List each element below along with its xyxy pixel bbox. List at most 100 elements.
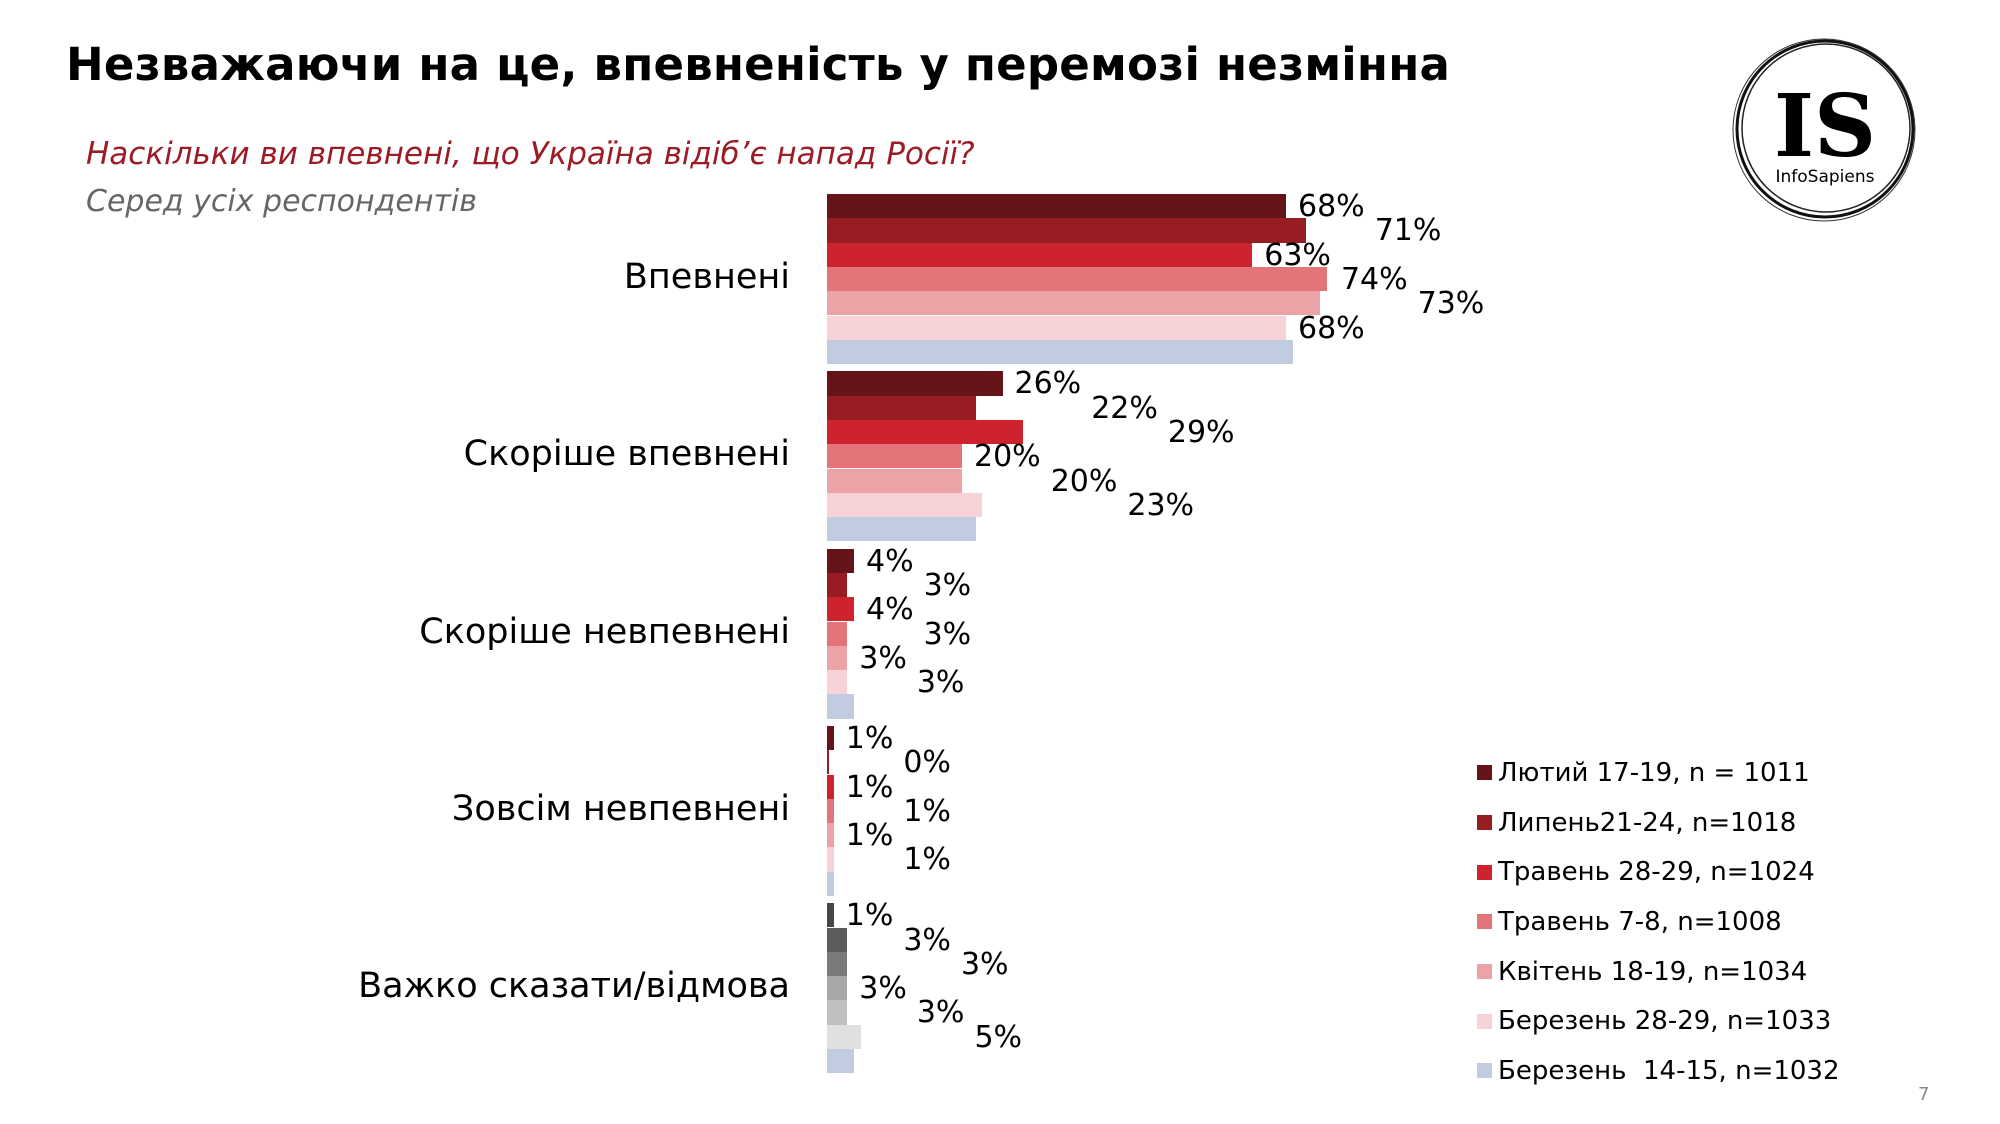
bar <box>827 517 976 542</box>
bar <box>827 548 854 573</box>
bar <box>827 242 1253 267</box>
legend-swatch <box>1477 815 1492 831</box>
bar <box>827 951 848 977</box>
data-label: 23% <box>1127 487 1195 523</box>
data-label: 3% <box>903 922 951 958</box>
respondent-base: Серед усіх респондентів <box>86 184 477 219</box>
data-label: 3% <box>923 616 972 652</box>
legend-swatch <box>1477 1063 1492 1079</box>
legend-label: Лютий 17-19, n = 1011 <box>1498 757 1810 788</box>
category-label: Впевнені <box>623 257 790 298</box>
data-label: 68% <box>1298 310 1365 346</box>
legend-item: Березень 14-15, n=1032 <box>1477 1046 1840 1096</box>
bar <box>827 218 1307 243</box>
legend-swatch <box>1477 1013 1492 1029</box>
bar <box>827 670 848 695</box>
survey-question: Наскільки ви впевнені, що Україна відіб’… <box>86 136 975 172</box>
legend-label: Травень 7-8, n=1008 <box>1498 906 1782 937</box>
bar <box>827 492 983 518</box>
data-label: 1% <box>845 720 894 756</box>
data-label: 3% <box>916 995 965 1031</box>
bar <box>827 395 976 420</box>
logo-mark: IS <box>1774 76 1876 177</box>
legend-item: Квітень 18-19, n=1034 <box>1477 947 1840 997</box>
bar <box>827 468 962 493</box>
bar <box>827 572 848 598</box>
data-label: 5% <box>974 1019 1023 1055</box>
bar <box>827 823 834 848</box>
bar <box>827 444 962 469</box>
legend-label: Липень21-24, n=1018 <box>1498 807 1797 838</box>
legend-label: Квітень 18-19, n=1034 <box>1498 956 1808 987</box>
data-label: 3% <box>859 971 907 1007</box>
bar <box>827 291 1320 316</box>
bar <box>827 976 848 1001</box>
legend-label: Травень 28-29, n=1024 <box>1498 857 1815 888</box>
data-label: 26% <box>1014 366 1082 402</box>
data-label: 1% <box>845 818 894 854</box>
data-label: 74% <box>1340 261 1408 297</box>
data-label: 22% <box>1091 390 1158 426</box>
legend-swatch <box>1477 964 1492 980</box>
bar <box>827 725 834 751</box>
data-label: 20% <box>974 439 1041 475</box>
bar <box>827 339 1293 365</box>
bar <box>827 847 834 872</box>
data-label: 1% <box>903 842 951 878</box>
data-label: 3% <box>859 640 907 676</box>
data-label: 1% <box>903 793 951 829</box>
legend-swatch <box>1477 914 1492 930</box>
legend-swatch <box>1477 765 1492 781</box>
data-label: 68% <box>1298 189 1365 224</box>
bar <box>827 750 829 775</box>
bar <box>827 1000 848 1025</box>
legend-item: Травень 7-8, n=1008 <box>1477 897 1840 947</box>
bar <box>827 371 1003 396</box>
bar <box>827 597 854 622</box>
legend-item: Травень 28-29, n=1024 <box>1477 847 1840 897</box>
bar <box>827 871 834 896</box>
legend-swatch <box>1477 864 1492 880</box>
category-label: Скоріше впевнені <box>463 434 790 475</box>
bar <box>827 621 848 646</box>
bar <box>827 1049 854 1074</box>
data-label: 73% <box>1417 286 1485 322</box>
bar <box>827 774 834 799</box>
bar <box>827 903 834 928</box>
legend-item: Березень 28-29, n=1033 <box>1477 996 1840 1046</box>
category-label: Скоріше невпевнені <box>419 611 790 652</box>
bar <box>827 1024 861 1049</box>
bar <box>827 694 854 719</box>
logo-name: InfoSapiens <box>1776 167 1875 187</box>
data-label: 0% <box>903 745 951 781</box>
data-label: 63% <box>1264 237 1331 273</box>
infosapiens-logo: IS InfoSapiens <box>1732 38 1916 222</box>
data-label: 3% <box>916 665 965 701</box>
bar <box>827 419 1023 445</box>
bar <box>827 194 1286 219</box>
data-label: 20% <box>1050 463 1118 499</box>
legend-label: Березень 28-29, n=1033 <box>1498 1006 1832 1037</box>
bar <box>827 315 1286 340</box>
data-label: 1% <box>845 898 894 934</box>
category-label: Зовсім невпевнені <box>451 788 790 829</box>
bar <box>827 927 848 952</box>
data-label: 3% <box>960 946 1009 982</box>
bar <box>827 266 1327 292</box>
data-label: 71% <box>1374 213 1442 249</box>
bar <box>827 645 848 671</box>
chart-legend: Лютий 17-19, n = 1011 Липень21-24, n=1018… <box>1477 748 1840 1096</box>
bar <box>827 798 834 824</box>
data-label: 4% <box>866 592 914 628</box>
category-label: Важко сказати/відмова <box>358 966 790 1007</box>
legend-item: Липень21-24, n=1018 <box>1477 798 1840 848</box>
data-label: 4% <box>866 543 914 579</box>
data-label: 29% <box>1167 414 1235 450</box>
legend-label: Березень 14-15, n=1032 <box>1498 1055 1840 1086</box>
data-label: 1% <box>845 769 894 805</box>
data-label: 3% <box>923 567 972 603</box>
page-number: 7 <box>1918 1084 1930 1105</box>
page-title: Незважаючи на це, впевненість у перемозі… <box>66 38 1451 91</box>
legend-item: Лютий 17-19, n = 1011 <box>1477 748 1840 798</box>
